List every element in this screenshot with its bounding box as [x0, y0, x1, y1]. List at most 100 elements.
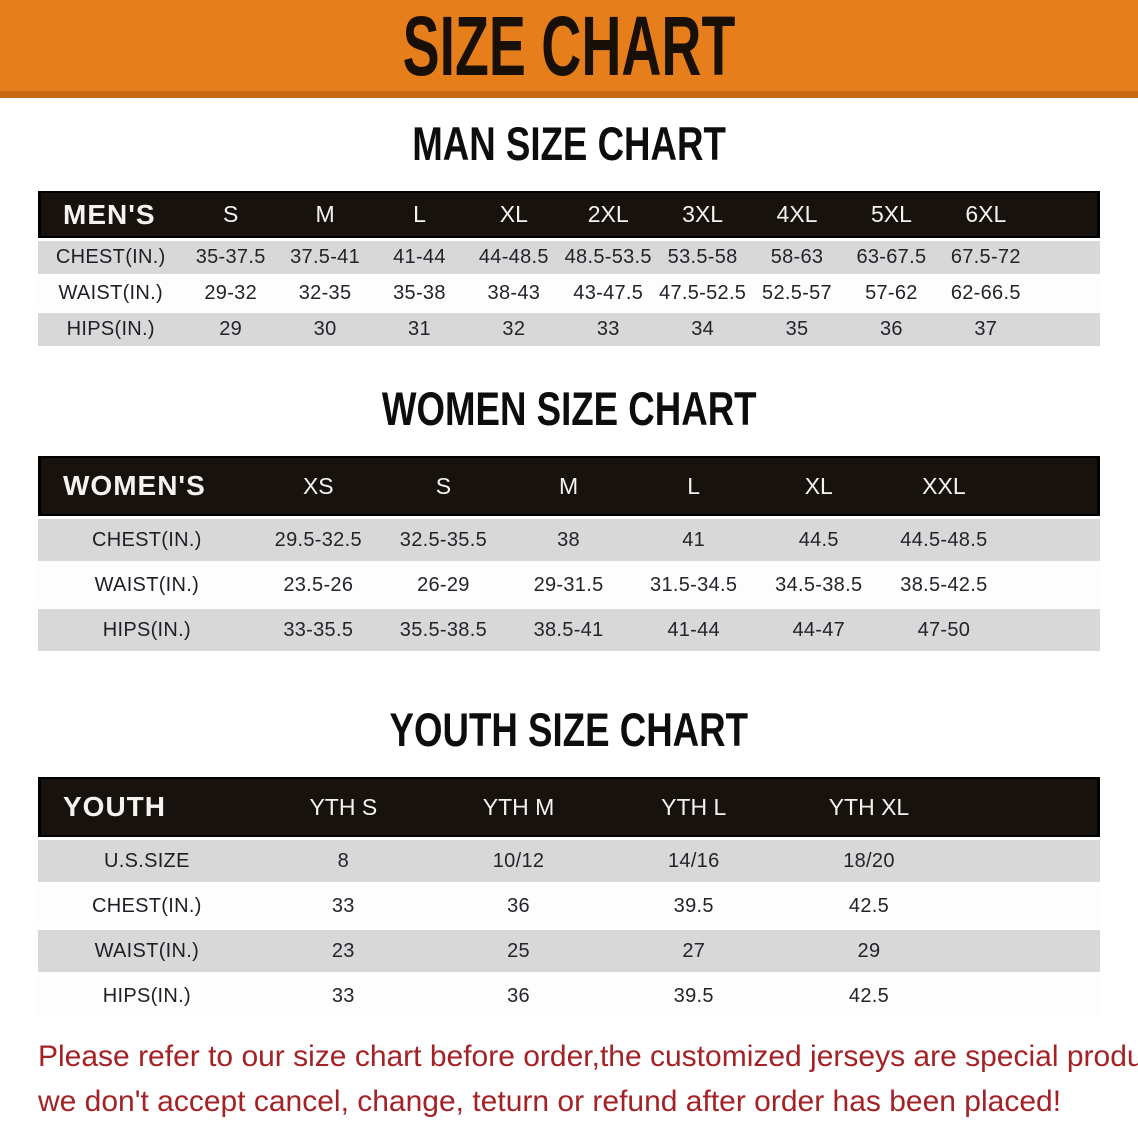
row-label: CHEST(IN.) [38, 519, 256, 561]
row-spacer [956, 840, 1100, 882]
size-cell: 44.5 [756, 519, 882, 561]
size-cell: 35 [749, 313, 845, 346]
size-cell: 36 [430, 885, 607, 927]
size-cell: 63-67.5 [844, 241, 939, 274]
row-spacer [956, 885, 1100, 927]
table-header-row: YOUTH YTH S YTH M YTH L YTH XL [38, 777, 1100, 837]
section-heading-text: WOMEN SIZE CHART [381, 382, 757, 435]
row-label: CHEST(IN.) [38, 241, 184, 274]
size-cell: 14/16 [606, 840, 782, 882]
page-title: SIZE CHART [402, 0, 736, 93]
row-label: HIPS(IN.) [38, 609, 256, 651]
size-cell: 53.5-58 [655, 241, 750, 274]
size-cell: 23.5-26 [255, 564, 381, 606]
size-cell: 44-48.5 [466, 241, 562, 274]
table-row: U.S.SIZE 8 10/12 14/16 18/20 [38, 840, 1100, 882]
size-cell: 44.5-48.5 [881, 519, 1007, 561]
row-label: WAIST(IN.) [38, 277, 184, 310]
table-row: CHEST(IN.) 29.5-32.5 32.5-35.5 38 41 44.5 44.5… [38, 519, 1100, 561]
table-header-row: MEN'S S M L XL 2XL 3XL 4XL 5XL 6XL [38, 191, 1100, 238]
sections-container: MAN SIZE CHART MEN'S S M L XL 2XL 3XL 4XL 5XL 6XL C… [0, 118, 1138, 1020]
row-label: U.S.SIZE [38, 840, 256, 882]
row-label: HIPS(IN.) [38, 975, 256, 1017]
size-cell: 32 [466, 313, 562, 346]
size-cell: 25 [430, 930, 607, 972]
size-section-women: WOMEN SIZE CHART WOMEN'S XS S M L XL XXL CHEST(I… [0, 383, 1138, 654]
table-row: WAIST(IN.) 29-32 32-35 35-38 38-43 43-47.5 47.… [38, 277, 1100, 310]
size-cell: 58-63 [749, 241, 845, 274]
size-cell: 42.5 [781, 885, 957, 927]
youth-size-table: YOUTH YTH S YTH M YTH L YTH XL U.S.SIZE 8 10/12… [38, 774, 1100, 1020]
table-corner-label: YOUTH [38, 777, 256, 837]
size-column-header: L [372, 191, 467, 238]
row-label: WAIST(IN.) [38, 930, 256, 972]
table-row: CHEST(IN.) 35-37.5 37.5-41 41-44 44-48.5 48.5… [38, 241, 1100, 274]
size-cell: 33-35.5 [255, 609, 381, 651]
size-cell: 38.5-41 [505, 609, 632, 651]
size-cell: 8 [255, 840, 431, 882]
header-spacer [956, 777, 1100, 837]
table-row: HIPS(IN.) 33 36 39.5 42.5 [38, 975, 1100, 1017]
size-cell: 10/12 [430, 840, 607, 882]
size-cell: 42.5 [781, 975, 957, 1017]
banner: SIZE CHART [0, 0, 1138, 98]
size-column-header: S [380, 456, 506, 516]
size-column-header: XS [255, 456, 381, 516]
table-row: HIPS(IN.) 33-35.5 35.5-38.5 38.5-41 41-44 44-… [38, 609, 1100, 651]
table-row: CHEST(IN.) 33 36 39.5 42.5 [38, 885, 1100, 927]
size-cell: 38.5-42.5 [881, 564, 1007, 606]
size-cell: 26-29 [380, 564, 506, 606]
size-column-header: YTH XL [781, 777, 957, 837]
size-cell: 27 [606, 930, 782, 972]
size-cell: 33 [255, 975, 431, 1017]
size-column-header: XL [756, 456, 882, 516]
size-cell: 62-66.5 [938, 277, 1033, 310]
size-column-header: M [505, 456, 632, 516]
size-cell: 44-47 [756, 609, 882, 651]
section-heading-youth: YOUTH SIZE CHART [0, 704, 1138, 756]
section-heading-women: WOMEN SIZE CHART [0, 383, 1138, 435]
size-column-header: XL [466, 191, 562, 238]
size-cell: 47.5-52.5 [655, 277, 750, 310]
table-header-row: WOMEN'S XS S M L XL XXL [38, 456, 1100, 516]
row-label: WAIST(IN.) [38, 564, 256, 606]
disclaimer-line-1: Please refer to our size chart before or… [38, 1040, 1138, 1073]
size-column-header: 2XL [561, 191, 656, 238]
size-cell: 37.5-41 [277, 241, 373, 274]
disclaimer: Please refer to our size chart before or… [38, 1034, 1138, 1124]
men-size-table: MEN'S S M L XL 2XL 3XL 4XL 5XL 6XL CHEST(IN.) 35-37… [38, 188, 1100, 349]
section-heading-text: YOUTH SIZE CHART [389, 703, 749, 756]
size-cell: 29 [183, 313, 278, 346]
size-cell: 35-37.5 [183, 241, 278, 274]
size-section-men: MAN SIZE CHART MEN'S S M L XL 2XL 3XL 4XL 5XL 6XL C… [0, 118, 1138, 349]
size-column-header: 5XL [844, 191, 939, 238]
size-cell: 34 [655, 313, 750, 346]
row-spacer [1006, 519, 1100, 561]
size-column-header: 6XL [938, 191, 1033, 238]
size-cell: 67.5-72 [938, 241, 1033, 274]
size-cell: 57-62 [844, 277, 939, 310]
size-cell: 43-47.5 [561, 277, 656, 310]
size-cell: 41-44 [372, 241, 467, 274]
size-cell: 35-38 [372, 277, 467, 310]
disclaimer-line-2: we don't accept cancel, change, teturn o… [38, 1085, 1062, 1118]
size-section-youth: YOUTH SIZE CHART YOUTH YTH S YTH M YTH L YTH … [0, 704, 1138, 1020]
size-cell: 31 [372, 313, 467, 346]
row-spacer [1006, 564, 1100, 606]
size-cell: 41-44 [631, 609, 757, 651]
size-cell: 41 [631, 519, 757, 561]
table-row: WAIST(IN.) 23 25 27 29 [38, 930, 1100, 972]
size-cell: 29.5-32.5 [255, 519, 381, 561]
size-column-header: S [183, 191, 278, 238]
row-spacer [1033, 313, 1100, 346]
size-cell: 47-50 [881, 609, 1007, 651]
size-column-header: L [631, 456, 757, 516]
size-column-header: YTH M [430, 777, 607, 837]
size-cell: 36 [844, 313, 939, 346]
section-heading-men: MAN SIZE CHART [0, 118, 1138, 170]
size-cell: 32-35 [277, 277, 373, 310]
row-label: HIPS(IN.) [38, 313, 184, 346]
row-spacer [1006, 609, 1100, 651]
size-cell: 29-32 [183, 277, 278, 310]
